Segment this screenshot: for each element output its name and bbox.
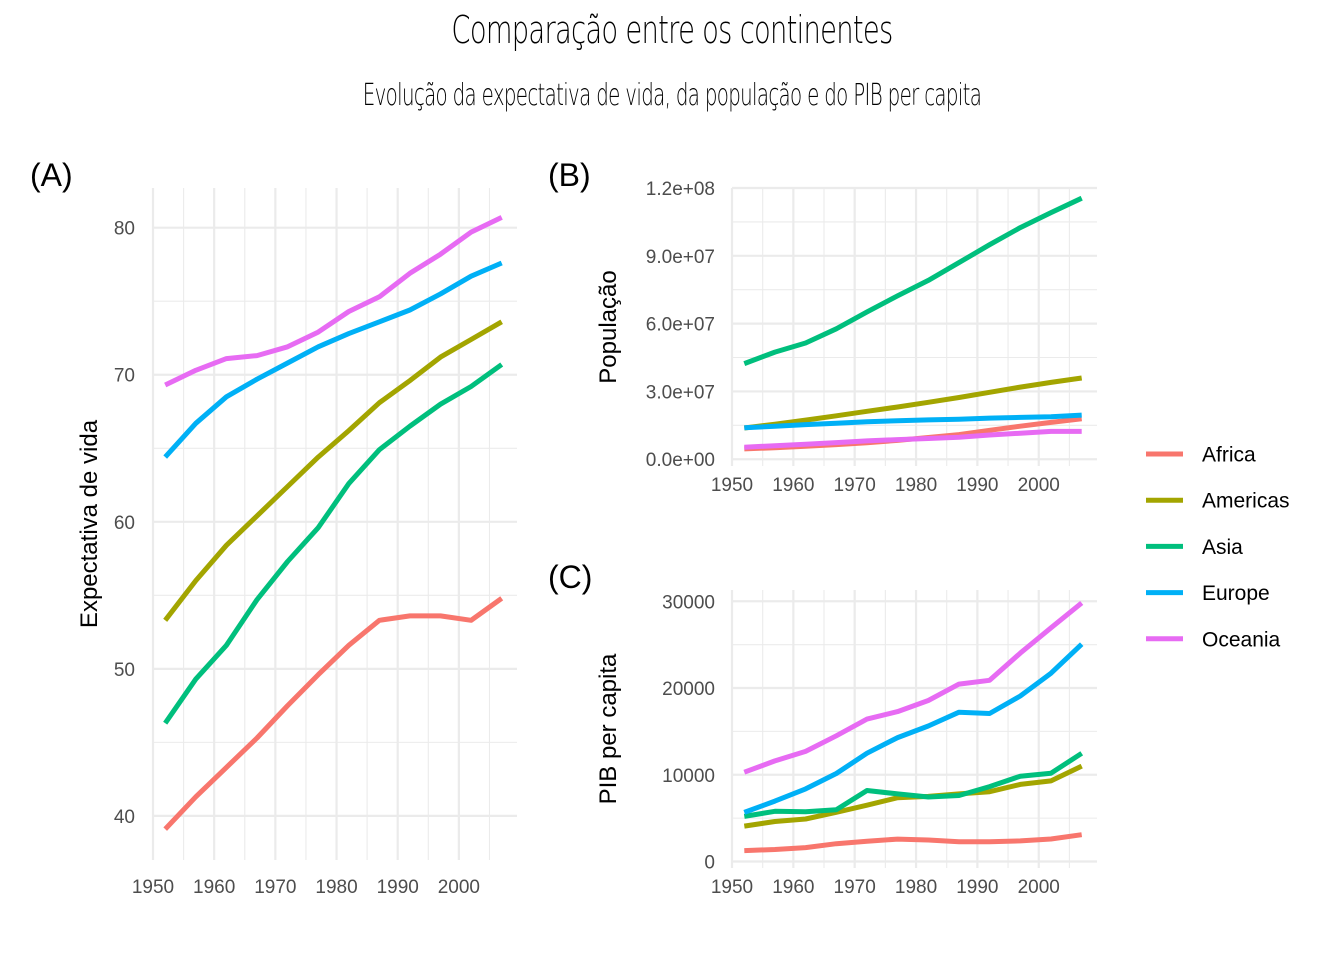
y-tick-label: 60 — [114, 513, 135, 534]
series-line-oceania — [743, 600, 1084, 775]
y-axis-title: PIB per capita — [595, 653, 622, 804]
y-tick-label: 30000 — [662, 592, 715, 613]
legend-label: Africa — [1202, 444, 1256, 467]
legend-item-asia: Asia — [1146, 536, 1243, 559]
series-line-americas — [743, 375, 1083, 431]
series-line-asia — [743, 195, 1083, 366]
grid — [151, 188, 517, 860]
chart-title: Comparação entre os continentes — [451, 8, 893, 52]
series-line-asia — [743, 751, 1084, 819]
x-tick-label: 1950 — [132, 877, 174, 898]
x-tick-label: 1980 — [895, 475, 937, 496]
series-line-europe — [743, 642, 1084, 815]
legend-label: Oceania — [1202, 628, 1281, 651]
panel-tag: (B) — [548, 157, 591, 193]
y-tick-label: 70 — [114, 366, 135, 387]
legend-item-africa: Africa — [1146, 444, 1256, 467]
x-tick-label: 1980 — [895, 877, 937, 898]
panel-tag: (C) — [548, 559, 592, 595]
y-axis-title: População — [595, 270, 622, 383]
series-line-oceania — [744, 428, 1082, 450]
series-line-asia — [163, 362, 504, 725]
legend-item-americas: Americas — [1146, 490, 1290, 513]
x-tick-label: 1950 — [711, 475, 753, 496]
y-tick-label: 3.0e+07 — [646, 382, 715, 403]
series-line-europe — [744, 412, 1082, 431]
y-tick-label: 40 — [114, 807, 135, 828]
x-tick-label: 1970 — [254, 877, 296, 898]
series-line-europe — [163, 260, 503, 459]
series-line-americas — [163, 319, 503, 622]
x-tick-label: 1970 — [834, 877, 876, 898]
x-tick-label: 1990 — [956, 475, 998, 496]
panel-a: 1950 1960 1970 1980 1990 2000 40 50 60 70 80 Expect… — [30, 157, 517, 898]
panel-tag: (A) — [30, 157, 73, 193]
x-tick-label: 1960 — [193, 877, 235, 898]
y-tick-label: 10000 — [662, 766, 715, 787]
x-tick-label: 1980 — [315, 877, 357, 898]
y-axis-title: Expectativa de vida — [76, 419, 103, 628]
x-tick-label: 2000 — [1018, 475, 1060, 496]
series-line-africa — [744, 832, 1083, 854]
x-tick-label: 1970 — [834, 475, 876, 496]
x-tick-label: 1950 — [711, 877, 753, 898]
panel-b: 1950 1960 1970 1980 1990 2000 0.0e+00 3.0e+07 6.… — [548, 157, 1097, 496]
legend-label: Asia — [1202, 536, 1243, 559]
series-line-africa — [163, 596, 504, 831]
y-tick-label: 0 — [704, 852, 715, 873]
y-tick-label: 20000 — [662, 679, 715, 700]
y-tick-label: 50 — [114, 660, 135, 681]
legend-item-oceania: Oceania — [1146, 628, 1281, 651]
panel-c: 1950 1960 1970 1980 1990 20000100002000030000… — [548, 559, 1097, 898]
y-tick-label: 80 — [114, 219, 135, 240]
x-tick-label: 2000 — [438, 877, 480, 898]
legend: Africa Americas Asia Europe Oceania — [1146, 444, 1290, 651]
legend-label: Americas — [1202, 490, 1290, 513]
x-tick-label: 1960 — [772, 877, 814, 898]
y-tick-label: 9.0e+07 — [646, 247, 715, 268]
series-line-oceania — [164, 215, 503, 388]
legend-label: Europe — [1202, 582, 1270, 605]
y-tick-label: 6.0e+07 — [646, 315, 715, 336]
chart-subtitle: Evolução da expectativa de vida, da popu… — [362, 78, 982, 113]
x-tick-label: 1990 — [956, 877, 998, 898]
x-tick-label: 1960 — [772, 475, 814, 496]
y-tick-label: 0.0e+00 — [646, 450, 715, 471]
legend-item-europe: Europe — [1146, 582, 1270, 605]
x-tick-label: 1990 — [377, 877, 419, 898]
y-tick-label: 1.2e+08 — [646, 179, 715, 200]
x-tick-label: 2000 — [1018, 877, 1060, 898]
